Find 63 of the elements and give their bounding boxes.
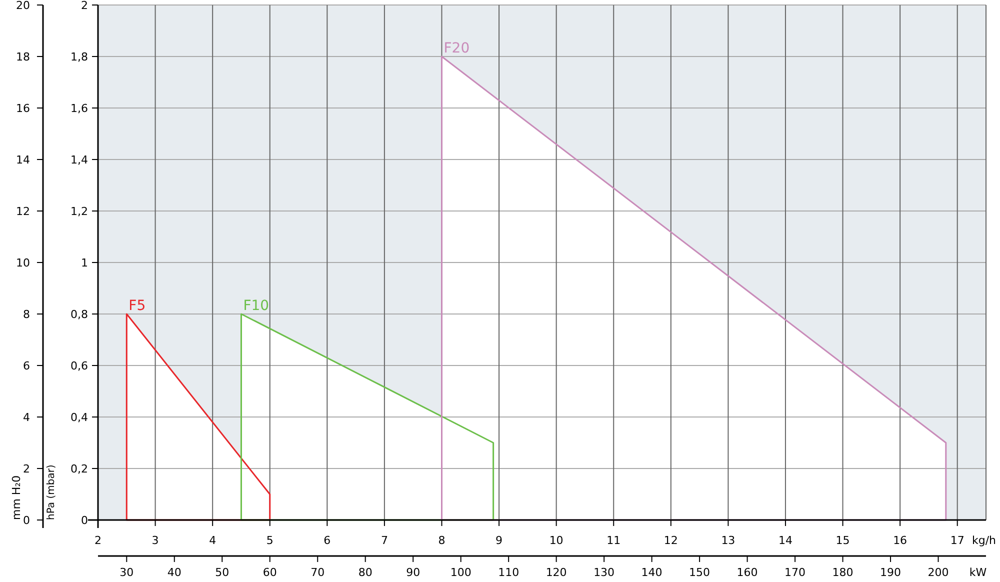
x2-tick-label: 70: [310, 566, 325, 579]
x-axis-title: kg/h: [972, 534, 996, 547]
x2-tick-label: 60: [262, 566, 277, 579]
x-tick-label: 13: [721, 534, 736, 547]
x2-tick-label: 80: [358, 566, 372, 579]
x-tick-label: 11: [606, 534, 621, 547]
y-tick-label: 1: [81, 256, 88, 270]
y2-axis-title: mm H₂0: [10, 475, 23, 520]
x-tick-label: 2: [94, 534, 102, 547]
y2-tick-label: 16: [16, 102, 30, 115]
x2-tick-label: 200: [928, 566, 949, 579]
x-tick-label: 6: [324, 534, 331, 547]
x2-tick-label: 180: [832, 566, 854, 579]
x2-tick-label: 170: [784, 566, 806, 579]
y-tick-label: 0,8: [70, 308, 88, 321]
x-tick-label: 4: [209, 534, 216, 547]
y2-tick-label: 2: [23, 462, 30, 476]
x2-tick-label: 110: [498, 566, 520, 579]
y-tick-label: 0,4: [70, 410, 88, 424]
x2-tick-label: 50: [215, 566, 230, 579]
x-tick-label: 10: [549, 534, 564, 547]
x2-axis-title: kW: [969, 566, 987, 579]
series-label: F20: [444, 40, 470, 56]
x-tick-label: 15: [836, 534, 850, 547]
x-tick-label: 16: [893, 534, 908, 547]
x2-tick-label: 100: [450, 566, 472, 579]
x-tick-label: 7: [380, 534, 388, 547]
y-axis-title: hPa (mbar): [46, 464, 57, 520]
y2-tick-label: 18: [16, 50, 30, 64]
y2-tick-label: 4: [23, 410, 30, 424]
x-tick-label: 9: [496, 534, 503, 547]
y-tick-label: 0,6: [70, 359, 88, 372]
x2-tick-label: 120: [546, 566, 567, 579]
x2-tick-label: 140: [641, 566, 662, 579]
y-tick-label: 0,2: [70, 462, 88, 476]
y-tick-label: 1,6: [70, 102, 88, 115]
y-tick-label: 2: [81, 0, 88, 12]
y2-tick-label: 8: [23, 308, 30, 321]
y-tick-label: 1,8: [70, 50, 88, 64]
y2-tick-label: 12: [16, 204, 30, 218]
series-label: F5: [128, 298, 146, 314]
x2-tick-label: 40: [167, 566, 182, 579]
y2-tick-label: 0: [23, 514, 30, 527]
series-label: F10: [243, 298, 270, 314]
y-tick-label: 0: [81, 514, 88, 527]
x-tick-label: 5: [266, 534, 274, 547]
y2-tick-label: 14: [16, 153, 30, 166]
x-tick-label: 12: [664, 534, 678, 547]
y2-tick-label: 6: [23, 359, 30, 372]
y2-tick-label: 10: [16, 256, 30, 270]
x2-tick-label: 30: [120, 566, 134, 579]
x2-tick-label: 190: [880, 566, 902, 579]
x2-tick-label: 150: [689, 566, 710, 579]
x-tick-label: 3: [152, 534, 159, 547]
x2-tick-label: 160: [736, 566, 758, 579]
y2-tick-label: 20: [16, 0, 30, 12]
y-tick-label: 1,2: [70, 204, 88, 218]
x2-tick-label: 90: [406, 566, 420, 579]
x2-tick-label: 130: [594, 566, 615, 579]
y-tick-label: 1,4: [70, 153, 88, 166]
x-tick-label: 17: [950, 534, 964, 547]
x-tick-label: 8: [438, 534, 446, 547]
x-tick-label: 14: [778, 534, 792, 547]
